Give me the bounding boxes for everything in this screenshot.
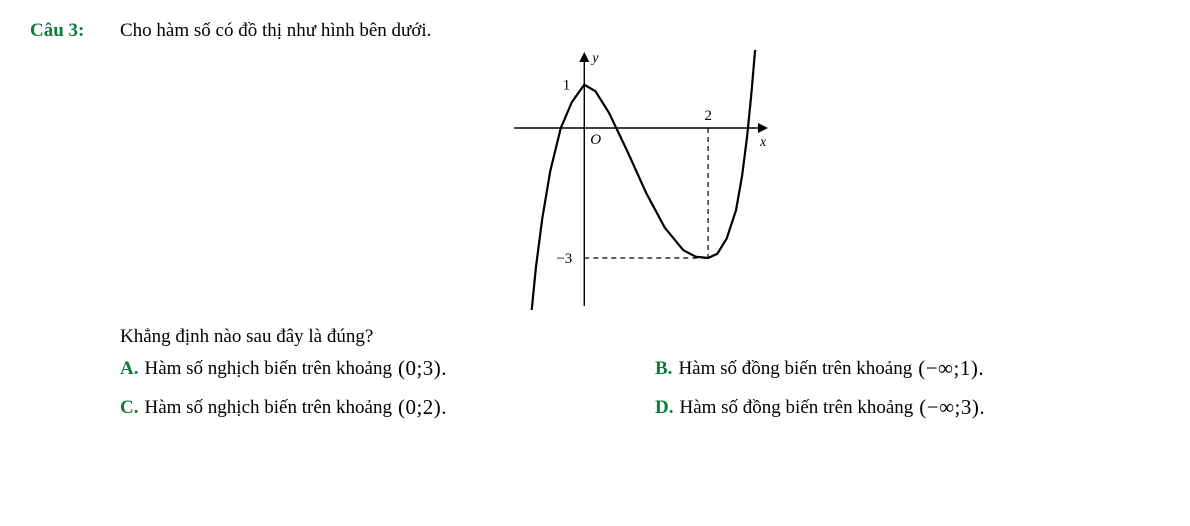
svg-text:O: O (590, 132, 601, 148)
question-block: Câu 3: Cho hàm số có đồ thị như hình bên… (30, 20, 1160, 420)
svg-text:2: 2 (704, 108, 712, 124)
option-a-label: A. (120, 358, 138, 380)
option-d[interactable]: D. Hàm số đồng biến trên khoảng (−∞;3). (655, 395, 1160, 420)
question-stem: Cho hàm số có đồ thị như hình bên dưới. (120, 20, 1160, 42)
question-body: Cho hàm số có đồ thị như hình bên dưới. … (120, 20, 1160, 420)
svg-text:x: x (759, 135, 767, 150)
option-c-interval: (0;2). (398, 395, 447, 420)
svg-text:−3: −3 (556, 251, 572, 267)
option-d-interval: (−∞;3). (919, 395, 985, 420)
option-d-label: D. (655, 397, 673, 419)
option-a-interval: (0;3). (398, 356, 447, 381)
function-graph: Ox y 1 −3 2 (120, 50, 1160, 316)
question-followup: Khẳng định nào sau đây là đúng? (120, 326, 1160, 348)
option-c[interactable]: C. Hàm số nghịch biến trên khoảng (0;2). (120, 395, 625, 420)
option-b[interactable]: B. Hàm số đồng biến trên khoảng (−∞;1). (655, 356, 1160, 381)
option-d-text: Hàm số đồng biến trên khoảng (679, 397, 913, 419)
option-a[interactable]: A. Hàm số nghịch biến trên khoảng (0;3). (120, 356, 625, 381)
option-a-text: Hàm số nghịch biến trên khoảng (144, 358, 391, 380)
option-b-label: B. (655, 358, 672, 380)
option-b-text: Hàm số đồng biến trên khoảng (678, 358, 912, 380)
option-b-interval: (−∞;1). (918, 356, 984, 381)
option-c-label: C. (120, 397, 138, 419)
option-c-text: Hàm số nghịch biến trên khoảng (144, 397, 391, 419)
question-number: Câu 3: (30, 20, 100, 42)
svg-text:y: y (590, 51, 599, 66)
answer-options: A. Hàm số nghịch biến trên khoảng (0;3).… (120, 356, 1160, 420)
graph-svg: Ox y 1 −3 2 (510, 50, 770, 310)
svg-text:1: 1 (563, 78, 571, 94)
